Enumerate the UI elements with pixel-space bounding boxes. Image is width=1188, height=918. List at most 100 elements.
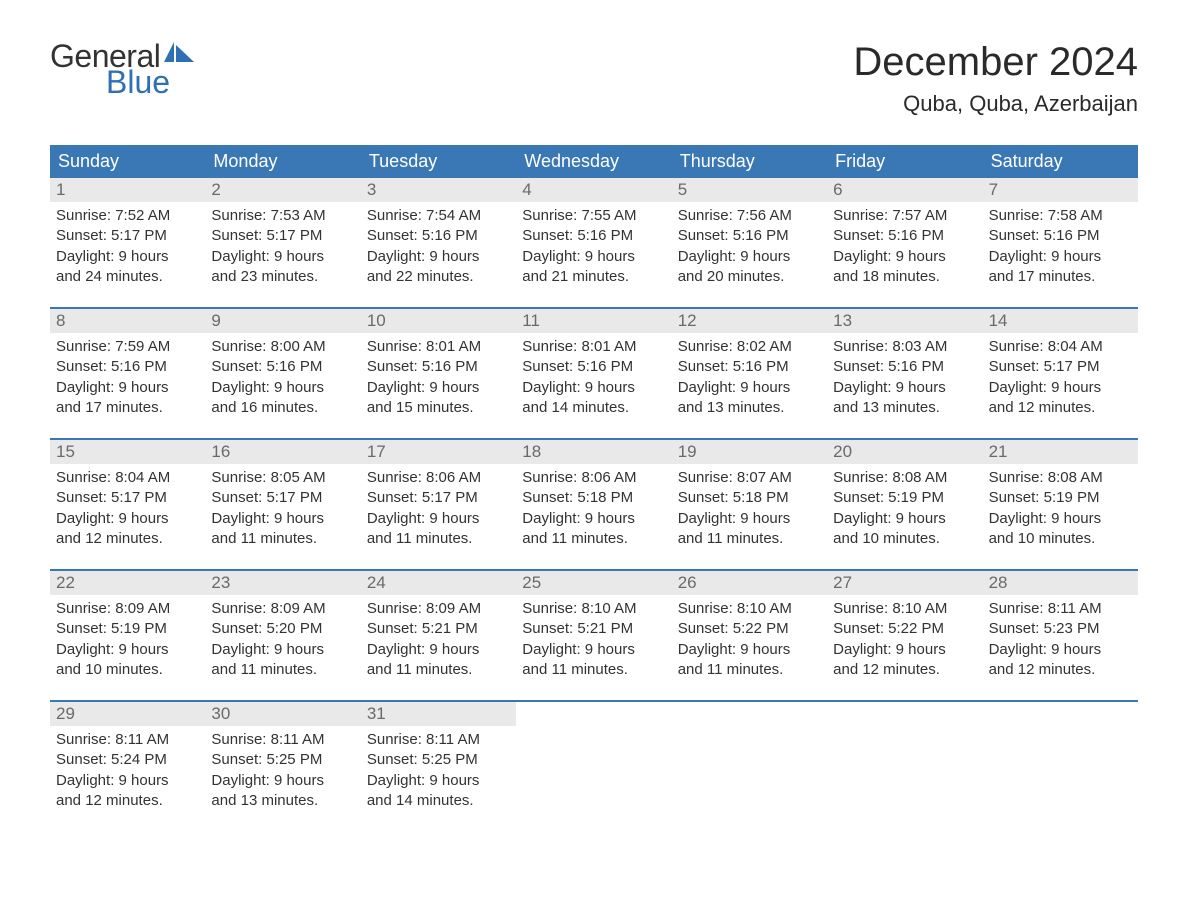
day-body: Sunrise: 8:01 AMSunset: 5:16 PMDaylight:… — [361, 333, 516, 418]
day-sunset: Sunset: 5:18 PM — [678, 488, 821, 508]
day-number: 26 — [672, 571, 827, 595]
day-sunset: Sunset: 5:17 PM — [989, 357, 1132, 377]
day-day2: and 11 minutes. — [522, 660, 665, 680]
day-number: 21 — [983, 440, 1138, 464]
day-day2: and 11 minutes. — [367, 529, 510, 549]
day-day2: and 17 minutes. — [56, 398, 199, 418]
day-number: 18 — [516, 440, 671, 464]
day-sunrise: Sunrise: 8:09 AM — [367, 599, 510, 619]
calendar-day: 19Sunrise: 8:07 AMSunset: 5:18 PMDayligh… — [672, 440, 827, 555]
weekday-header: Tuesday — [361, 145, 516, 178]
day-sunrise: Sunrise: 8:07 AM — [678, 468, 821, 488]
day-sunset: Sunset: 5:17 PM — [211, 488, 354, 508]
day-day1: Daylight: 9 hours — [56, 247, 199, 267]
calendar-day: 1Sunrise: 7:52 AMSunset: 5:17 PMDaylight… — [50, 178, 205, 293]
day-sunrise: Sunrise: 8:03 AM — [833, 337, 976, 357]
day-day1: Daylight: 9 hours — [833, 247, 976, 267]
day-day2: and 18 minutes. — [833, 267, 976, 287]
day-body: Sunrise: 8:08 AMSunset: 5:19 PMDaylight:… — [983, 464, 1138, 549]
day-day2: and 11 minutes. — [678, 660, 821, 680]
day-body: Sunrise: 8:10 AMSunset: 5:22 PMDaylight:… — [827, 595, 982, 680]
day-day1: Daylight: 9 hours — [211, 247, 354, 267]
day-sunset: Sunset: 5:22 PM — [678, 619, 821, 639]
day-sunrise: Sunrise: 7:54 AM — [367, 206, 510, 226]
day-sunrise: Sunrise: 7:56 AM — [678, 206, 821, 226]
day-sunset: Sunset: 5:16 PM — [522, 226, 665, 246]
day-day2: and 12 minutes. — [989, 660, 1132, 680]
day-sunset: Sunset: 5:16 PM — [367, 226, 510, 246]
day-body: Sunrise: 8:11 AMSunset: 5:24 PMDaylight:… — [50, 726, 205, 811]
calendar-day: 22Sunrise: 8:09 AMSunset: 5:19 PMDayligh… — [50, 571, 205, 686]
calendar-day — [983, 702, 1138, 817]
day-day2: and 13 minutes. — [678, 398, 821, 418]
day-day1: Daylight: 9 hours — [989, 640, 1132, 660]
day-sunrise: Sunrise: 7:57 AM — [833, 206, 976, 226]
day-day2: and 12 minutes. — [833, 660, 976, 680]
day-day2: and 11 minutes. — [367, 660, 510, 680]
day-day2: and 17 minutes. — [989, 267, 1132, 287]
calendar-day: 27Sunrise: 8:10 AMSunset: 5:22 PMDayligh… — [827, 571, 982, 686]
day-body: Sunrise: 8:02 AMSunset: 5:16 PMDaylight:… — [672, 333, 827, 418]
day-day1: Daylight: 9 hours — [367, 247, 510, 267]
day-number: 5 — [672, 178, 827, 202]
calendar-day: 26Sunrise: 8:10 AMSunset: 5:22 PMDayligh… — [672, 571, 827, 686]
weekday-header: Friday — [827, 145, 982, 178]
day-number: 13 — [827, 309, 982, 333]
day-day2: and 11 minutes. — [211, 529, 354, 549]
day-day2: and 13 minutes. — [833, 398, 976, 418]
day-day1: Daylight: 9 hours — [522, 640, 665, 660]
day-sunrise: Sunrise: 8:04 AM — [989, 337, 1132, 357]
day-body: Sunrise: 8:04 AMSunset: 5:17 PMDaylight:… — [50, 464, 205, 549]
day-sunrise: Sunrise: 8:06 AM — [522, 468, 665, 488]
day-day2: and 20 minutes. — [678, 267, 821, 287]
day-sunset: Sunset: 5:21 PM — [522, 619, 665, 639]
calendar-day — [516, 702, 671, 817]
day-day2: and 12 minutes. — [56, 529, 199, 549]
day-sunset: Sunset: 5:24 PM — [56, 750, 199, 770]
day-number: 8 — [50, 309, 205, 333]
day-sunrise: Sunrise: 8:01 AM — [522, 337, 665, 357]
day-body: Sunrise: 7:52 AMSunset: 5:17 PMDaylight:… — [50, 202, 205, 287]
day-day2: and 11 minutes. — [678, 529, 821, 549]
calendar-day: 3Sunrise: 7:54 AMSunset: 5:16 PMDaylight… — [361, 178, 516, 293]
day-body: Sunrise: 8:07 AMSunset: 5:18 PMDaylight:… — [672, 464, 827, 549]
header: General Blue December 2024 Quba, Quba, A… — [50, 40, 1138, 117]
day-sunset: Sunset: 5:16 PM — [833, 357, 976, 377]
day-body: Sunrise: 8:10 AMSunset: 5:21 PMDaylight:… — [516, 595, 671, 680]
day-day1: Daylight: 9 hours — [989, 378, 1132, 398]
day-number: 20 — [827, 440, 982, 464]
day-number: 2 — [205, 178, 360, 202]
day-sunrise: Sunrise: 8:11 AM — [989, 599, 1132, 619]
day-day1: Daylight: 9 hours — [211, 640, 354, 660]
day-number: 25 — [516, 571, 671, 595]
day-day1: Daylight: 9 hours — [678, 509, 821, 529]
day-number: 11 — [516, 309, 671, 333]
weekday-header: Thursday — [672, 145, 827, 178]
day-day2: and 10 minutes. — [56, 660, 199, 680]
day-sunrise: Sunrise: 8:10 AM — [678, 599, 821, 619]
day-sunset: Sunset: 5:25 PM — [367, 750, 510, 770]
day-body: Sunrise: 8:09 AMSunset: 5:21 PMDaylight:… — [361, 595, 516, 680]
calendar-day: 16Sunrise: 8:05 AMSunset: 5:17 PMDayligh… — [205, 440, 360, 555]
calendar-day: 11Sunrise: 8:01 AMSunset: 5:16 PMDayligh… — [516, 309, 671, 424]
day-sunrise: Sunrise: 8:00 AM — [211, 337, 354, 357]
calendar-day: 7Sunrise: 7:58 AMSunset: 5:16 PMDaylight… — [983, 178, 1138, 293]
day-number: 15 — [50, 440, 205, 464]
day-number: 23 — [205, 571, 360, 595]
day-day1: Daylight: 9 hours — [367, 509, 510, 529]
day-day1: Daylight: 9 hours — [522, 247, 665, 267]
day-number: 14 — [983, 309, 1138, 333]
day-day1: Daylight: 9 hours — [833, 509, 976, 529]
day-number: 6 — [827, 178, 982, 202]
day-body: Sunrise: 8:11 AMSunset: 5:23 PMDaylight:… — [983, 595, 1138, 680]
day-body: Sunrise: 8:00 AMSunset: 5:16 PMDaylight:… — [205, 333, 360, 418]
day-body: Sunrise: 7:57 AMSunset: 5:16 PMDaylight:… — [827, 202, 982, 287]
day-number: 4 — [516, 178, 671, 202]
calendar-day: 6Sunrise: 7:57 AMSunset: 5:16 PMDaylight… — [827, 178, 982, 293]
day-sunrise: Sunrise: 8:11 AM — [211, 730, 354, 750]
day-number: 30 — [205, 702, 360, 726]
day-sunrise: Sunrise: 8:08 AM — [989, 468, 1132, 488]
calendar-week: 15Sunrise: 8:04 AMSunset: 5:17 PMDayligh… — [50, 438, 1138, 555]
day-sunrise: Sunrise: 8:09 AM — [211, 599, 354, 619]
day-number: 24 — [361, 571, 516, 595]
